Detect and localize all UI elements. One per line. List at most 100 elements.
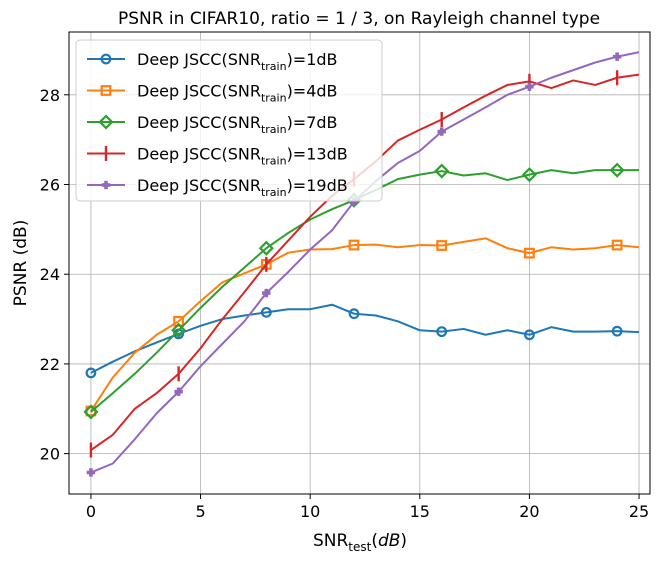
marker-shape xyxy=(436,240,448,251)
data-point xyxy=(262,288,271,298)
y-tick-label: 20 xyxy=(40,445,60,464)
legend-label-sub: train xyxy=(261,155,287,168)
x-label-main: SNR xyxy=(313,531,349,551)
legend-label-suffix: )=13dB xyxy=(287,145,348,164)
marker-shape xyxy=(260,306,272,318)
marker-shape xyxy=(85,367,97,379)
data-point xyxy=(609,162,625,178)
chart-title: PSNR in CIFAR10, ratio = 1 / 3, on Rayle… xyxy=(118,9,600,29)
marker-shape xyxy=(258,240,274,256)
legend-item: Deep JSCC(SNRtrain)=13dB xyxy=(87,145,348,168)
y-tick-label: 28 xyxy=(40,86,60,105)
marker-shape xyxy=(611,239,623,251)
marker-shape xyxy=(434,163,450,179)
data-point xyxy=(436,326,448,338)
data-point xyxy=(611,239,623,251)
legend-box xyxy=(75,39,383,202)
marker-shape xyxy=(100,85,112,96)
data-point xyxy=(174,387,183,396)
x-tick-label: 5 xyxy=(195,502,205,521)
x-label-open: ( xyxy=(371,531,378,551)
data-point xyxy=(171,322,187,338)
x-tick-label: 10 xyxy=(300,502,320,521)
axis-ticks: 0 5 10 15 20 25 20 22 24 26 28 xyxy=(40,86,650,521)
legend-label-prefix: Deep JSCC(SNR xyxy=(137,145,261,164)
x-tick-label: 15 xyxy=(410,502,430,521)
legend-label: Deep JSCC(SNRtrain)=7dB xyxy=(137,113,338,136)
y-tick-label: 24 xyxy=(40,265,60,284)
marker-shape xyxy=(100,53,112,65)
legend-label-prefix: Deep JSCC(SNR xyxy=(137,176,261,195)
data-point xyxy=(524,247,535,259)
data-point xyxy=(525,82,534,91)
data-point xyxy=(436,240,448,251)
marker-shape xyxy=(171,322,187,338)
legend-label: Deep JSCC(SNRtrain)=13dB xyxy=(137,145,348,168)
data-point xyxy=(612,52,622,61)
marker-shape xyxy=(521,167,537,183)
data-point xyxy=(85,367,97,379)
data-point xyxy=(348,239,360,251)
marker-shape xyxy=(524,247,535,259)
legend-label: Deep JSCC(SNRtrain)=19dB xyxy=(137,176,348,199)
data-point xyxy=(437,127,446,136)
legend-marker xyxy=(98,114,114,130)
legend-item: Deep JSCC(SNRtrain)=4dB xyxy=(87,82,338,105)
legend-label-suffix: )=4dB xyxy=(287,82,338,101)
data-point xyxy=(258,240,274,256)
data-point xyxy=(83,404,99,420)
marker-shape xyxy=(348,239,360,251)
x-tick-label: 20 xyxy=(519,502,539,521)
x-label-sub: test xyxy=(348,540,371,554)
data-point xyxy=(524,329,535,341)
y-tick-label: 26 xyxy=(40,176,60,195)
x-tick-label: 25 xyxy=(629,502,649,521)
marker-shape xyxy=(611,325,623,337)
marker-shape xyxy=(83,404,99,420)
legend-label: Deep JSCC(SNRtrain)=1dB xyxy=(137,50,338,73)
marker-shape xyxy=(174,389,183,394)
data-point xyxy=(434,163,450,179)
x-tick-label: 0 xyxy=(86,502,96,521)
legend-marker xyxy=(100,85,112,96)
legend-marker xyxy=(101,180,111,190)
legend-label-suffix: )=19dB xyxy=(287,176,348,195)
legend-label-sub: train xyxy=(261,186,287,199)
legend-label-prefix: Deep JSCC(SNR xyxy=(137,50,261,69)
data-point xyxy=(86,468,96,477)
marker-shape xyxy=(101,183,111,187)
marker-shape xyxy=(437,129,446,134)
marker-shape xyxy=(612,54,622,59)
legend-label-suffix: )=7dB xyxy=(287,113,338,132)
data-point xyxy=(348,308,360,320)
data-point xyxy=(521,167,537,183)
legend-label: Deep JSCC(SNRtrain)=4dB xyxy=(137,82,338,105)
marker-shape xyxy=(98,114,114,130)
marker-shape xyxy=(262,291,271,295)
data-point xyxy=(349,197,359,206)
marker-shape xyxy=(86,470,96,475)
data-point xyxy=(260,306,272,318)
marker-shape xyxy=(609,162,625,178)
legend-item: Deep JSCC(SNRtrain)=1dB xyxy=(87,50,338,73)
marker-shape xyxy=(436,326,448,338)
marker-shape xyxy=(349,199,359,204)
data-point xyxy=(611,325,623,337)
marker-shape xyxy=(524,329,535,341)
legend-marker xyxy=(100,53,112,65)
legend-label-suffix: )=1dB xyxy=(287,50,338,69)
legend-item: Deep JSCC(SNRtrain)=19dB xyxy=(87,176,348,199)
x-label-var: dB xyxy=(378,531,400,551)
y-axis-label: PSNR (dB) xyxy=(11,220,31,307)
legend-label-sub: train xyxy=(261,92,287,105)
legend-label-sub: train xyxy=(261,60,287,73)
x-axis-label: SNRtest(dB) xyxy=(313,531,407,554)
legend-label-prefix: Deep JSCC(SNR xyxy=(137,113,261,132)
marker-shape xyxy=(525,84,534,89)
legend-label-prefix: Deep JSCC(SNR xyxy=(137,82,261,101)
marker-shape xyxy=(348,308,360,320)
x-label-close: ) xyxy=(400,531,407,551)
y-tick-label: 22 xyxy=(40,355,60,374)
